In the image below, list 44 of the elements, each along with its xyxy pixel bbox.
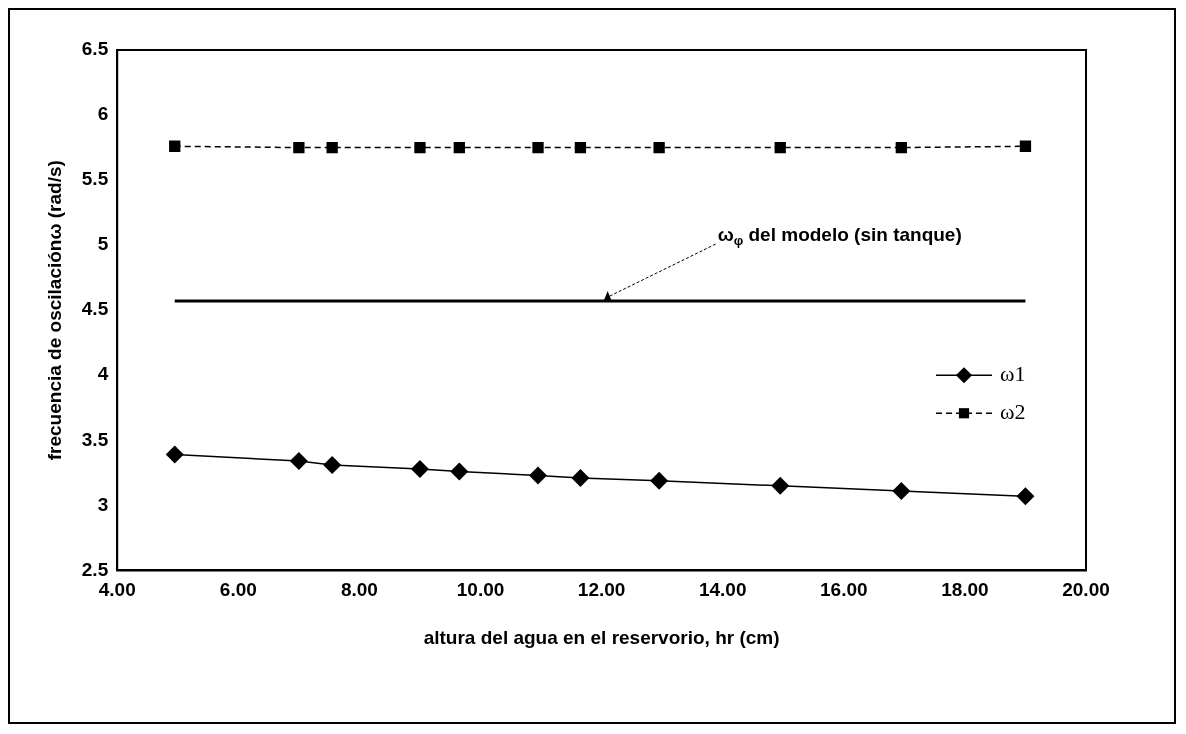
x-tick-label: 20.00: [1062, 579, 1110, 601]
point: [653, 141, 665, 154]
point: [574, 141, 587, 154]
x-tick-label: 18.00: [941, 579, 989, 601]
y-tick-label: 3.5: [81, 428, 109, 450]
point: [532, 141, 544, 154]
x-axis-title: altura del agua en el reservorio, hr (cm): [423, 626, 780, 648]
y-tick-label: 6.5: [81, 38, 109, 60]
point: [289, 452, 308, 471]
y-tick-label: 4: [97, 363, 109, 385]
legend-label: ω1: [1000, 361, 1026, 387]
x-tick-label: 10.00: [456, 579, 505, 601]
point: [450, 462, 469, 481]
y-axis-title: frecuencia de oscilaciónω (rad/s): [43, 160, 65, 461]
point: [323, 456, 342, 475]
point: [293, 141, 305, 154]
point: [410, 459, 429, 478]
x-tick-label: 4.00: [98, 579, 136, 601]
legend-label: ω2: [1000, 399, 1026, 425]
x-tick-label: 6.00: [219, 579, 257, 601]
y-tick-label: 4.5: [81, 298, 109, 320]
y-tick-label: 5.5: [81, 168, 109, 190]
point: [414, 141, 426, 154]
y-tick-label: 6: [97, 103, 109, 125]
point: [571, 469, 590, 488]
point: [165, 445, 184, 464]
y-tick-label: 5: [97, 233, 109, 255]
x-tick-label: 14.00: [698, 579, 747, 601]
x-tick-label: 16.00: [820, 579, 868, 601]
x-tick-label: 8.00: [340, 579, 378, 601]
y-tick-label: 2.5: [81, 558, 109, 580]
point: [529, 466, 548, 485]
point: [169, 140, 181, 152]
point: [453, 141, 465, 154]
point: [326, 141, 338, 154]
point: [895, 141, 907, 154]
y-tick-label: 3: [97, 493, 109, 515]
point: [650, 471, 669, 490]
point: [774, 141, 786, 154]
point: [771, 476, 790, 495]
x-tick-label: 12.00: [577, 579, 626, 601]
point: [1019, 140, 1032, 152]
point: [892, 482, 911, 501]
point: [1016, 487, 1035, 506]
